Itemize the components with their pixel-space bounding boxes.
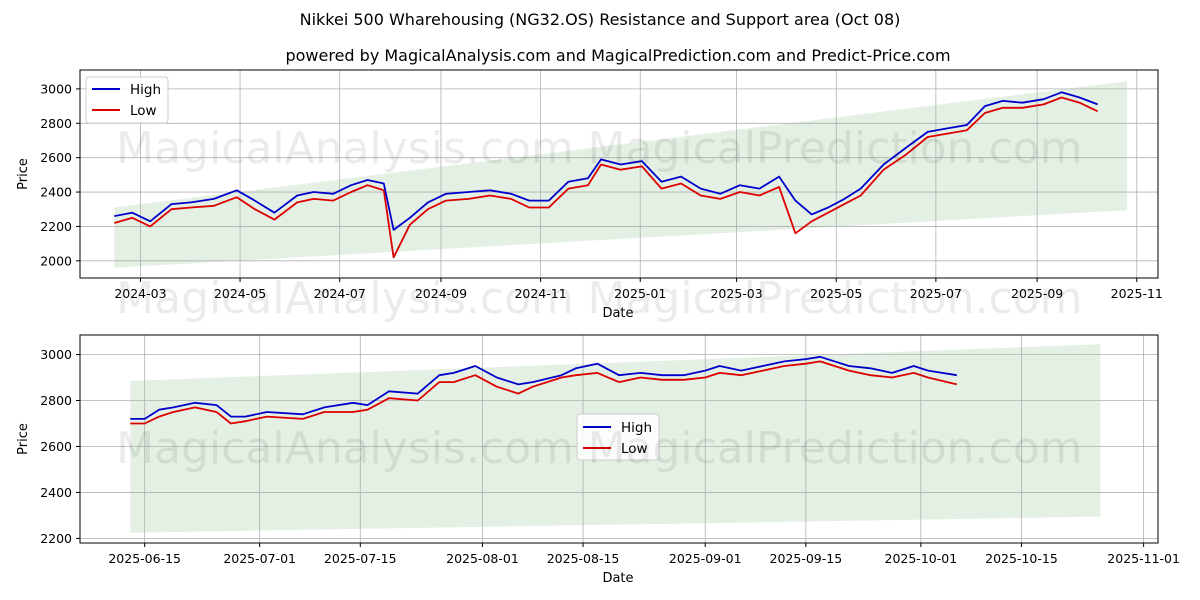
low-series-line bbox=[114, 96, 1098, 259]
x-tick-label: 2025-10-15 bbox=[985, 551, 1058, 566]
watermark-analysis: MagicalAnalysis.com bbox=[116, 423, 574, 474]
x-tick-label: 2025-07-15 bbox=[324, 551, 397, 566]
support-resistance-band bbox=[114, 81, 1128, 268]
watermark-analysis: MagicalAnalysis.com bbox=[116, 123, 574, 174]
legend-low-label: Low bbox=[130, 103, 157, 119]
low-series-line bbox=[130, 360, 958, 425]
top-y-axis-label: Price bbox=[16, 158, 31, 190]
y-tick-label: 2600 bbox=[40, 439, 72, 454]
x-tick-label: 2025-10-01 bbox=[885, 551, 958, 566]
x-tick-label: 2024-07 bbox=[314, 286, 366, 301]
bottom-x-axis-label: Date bbox=[602, 571, 633, 586]
high-series-line bbox=[130, 355, 957, 420]
bottom-y-axis-label: Price bbox=[16, 423, 31, 455]
x-tick-label: 2025-03 bbox=[710, 286, 762, 301]
legend-high-label: High bbox=[621, 420, 652, 436]
x-tick-label: 2025-08-15 bbox=[547, 551, 620, 566]
x-tick-label: 2024-03 bbox=[114, 286, 166, 301]
x-tick-label: 2024-05 bbox=[214, 286, 266, 301]
top-plot-frame bbox=[79, 69, 1159, 279]
high-series-line bbox=[114, 91, 1098, 231]
y-tick-label: 2000 bbox=[40, 253, 72, 268]
watermark-prediction: MagicalPrediction.com bbox=[588, 123, 1083, 174]
y-tick-label: 3000 bbox=[40, 347, 72, 362]
watermark-prediction: MagicalPrediction.com bbox=[588, 273, 1083, 324]
watermark-analysis: MagicalAnalysis.com bbox=[116, 273, 574, 324]
x-tick-label: 2025-11 bbox=[1111, 286, 1163, 301]
x-tick-label: 2025-11-01 bbox=[1107, 551, 1180, 566]
y-tick-label: 2800 bbox=[40, 116, 72, 131]
y-tick-label: 2400 bbox=[40, 485, 72, 500]
legend-high-label: High bbox=[130, 82, 161, 98]
y-tick-label: 3000 bbox=[40, 81, 72, 96]
bottom-legend: High Low bbox=[576, 413, 660, 461]
top-chart-panel: 2024-03 2024-05 2024-07 2024-09 2024-11 2025-… bbox=[16, 69, 1163, 321]
x-tick-label: 2025-06-15 bbox=[108, 551, 181, 566]
x-tick-label: 2025-07-01 bbox=[223, 551, 296, 566]
x-tick-label: 2025-09 bbox=[1011, 286, 1063, 301]
chart-title: Nikkei 500 Wharehousing (NG32.OS) Resist… bbox=[300, 10, 901, 29]
x-tick-label: 2025-01 bbox=[614, 286, 666, 301]
bottom-plot-frame bbox=[79, 334, 1159, 544]
y-tick-label: 2800 bbox=[40, 393, 72, 408]
legend-low-label: Low bbox=[621, 441, 648, 457]
x-tick-label: 2025-07 bbox=[910, 286, 962, 301]
y-tick-label: 2200 bbox=[40, 531, 72, 546]
top-legend: High Low bbox=[85, 76, 169, 124]
y-tick-label: 2400 bbox=[40, 185, 72, 200]
chart-subtitle: powered by MagicalAnalysis.com and Magic… bbox=[285, 46, 950, 65]
y-tick-label: 2200 bbox=[40, 219, 72, 234]
x-tick-label: 2025-05 bbox=[810, 286, 862, 301]
watermark-prediction: MagicalPrediction.com bbox=[588, 423, 1083, 474]
x-tick-label: 2025-08-01 bbox=[446, 551, 519, 566]
top-x-axis-label: Date bbox=[602, 306, 633, 321]
x-tick-label: 2025-09-01 bbox=[669, 551, 742, 566]
x-tick-label: 2024-09 bbox=[415, 286, 467, 301]
bottom-chart-panel: 2025-06-15 2025-07-01 2025-07-15 2025-08-01… bbox=[16, 334, 1180, 586]
y-tick-label: 2600 bbox=[40, 150, 72, 165]
x-tick-label: 2025-09-15 bbox=[770, 551, 843, 566]
x-tick-label: 2024-11 bbox=[514, 286, 566, 301]
